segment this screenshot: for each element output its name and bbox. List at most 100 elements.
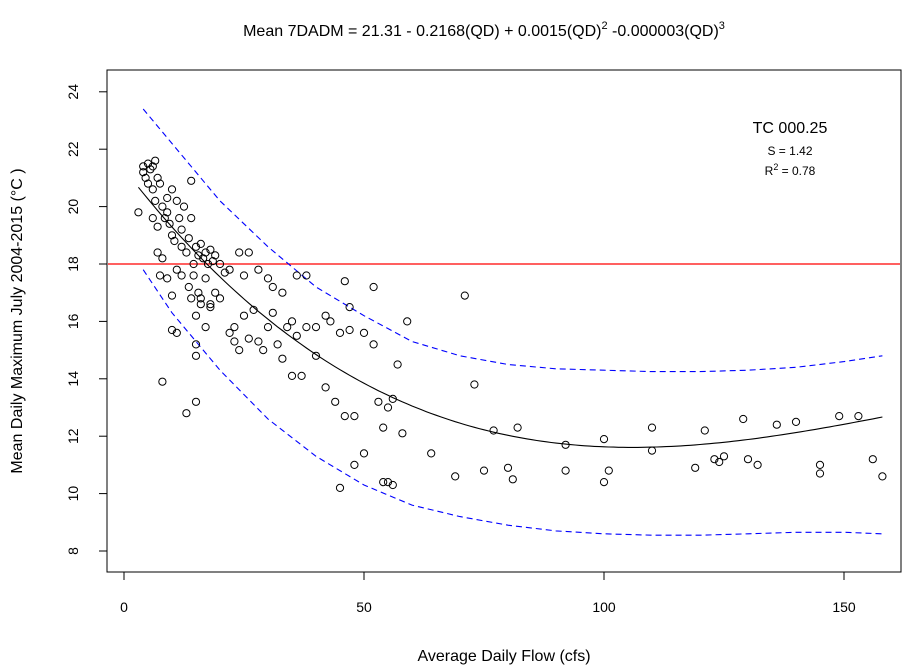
data-point (196, 239, 205, 248)
title-exponent-3: 3 (719, 20, 725, 32)
data-point (359, 328, 369, 337)
data-point (278, 354, 287, 363)
y-tick-label: 10 (65, 486, 81, 502)
y-tick-label: 8 (65, 547, 81, 555)
data-point (383, 478, 393, 487)
data-point (239, 271, 249, 280)
data-point (772, 420, 781, 429)
data-point (230, 337, 239, 346)
data-point (321, 311, 330, 320)
data-point (835, 412, 844, 421)
data-point (158, 254, 167, 263)
data-point (225, 328, 234, 337)
data-point (187, 214, 196, 223)
data-point (206, 300, 215, 309)
data-point (151, 156, 160, 165)
data-point (148, 162, 157, 171)
data-point (302, 271, 311, 280)
data-point (235, 346, 244, 355)
y-tick-label: 14 (65, 371, 81, 387)
data-point (155, 271, 165, 280)
chart-title: Mean 7DADM = 21.31 - 0.2168(QD) + 0.0015… (243, 20, 725, 40)
data-point (184, 282, 193, 292)
data-point (393, 360, 402, 369)
data-point (167, 185, 177, 194)
data-point (199, 254, 208, 263)
data-point (182, 248, 191, 257)
x-tick-label: 50 (356, 599, 372, 615)
data-point (170, 236, 179, 246)
data-point (158, 202, 167, 211)
data-point (854, 412, 863, 421)
data-point (194, 288, 203, 297)
y-tick-label: 12 (65, 428, 81, 444)
upper-bound-line (142, 108, 883, 373)
data-point (239, 311, 249, 320)
data-point (139, 162, 148, 171)
data-point (191, 242, 201, 251)
data-point (815, 469, 825, 478)
data-point (225, 265, 234, 274)
data-point (167, 325, 177, 335)
data-point (311, 323, 321, 332)
data-point (175, 214, 184, 223)
data-point (148, 214, 157, 223)
data-point (206, 303, 215, 312)
data-point (139, 168, 148, 177)
annotation-r2-value: = 0.78 (778, 164, 815, 178)
data-point (191, 311, 201, 320)
annotation-site: TC 000.25 (753, 120, 828, 137)
data-point (369, 282, 378, 292)
data-point (369, 340, 378, 349)
data-point (599, 435, 609, 444)
data-point (230, 323, 239, 332)
data-point (388, 480, 397, 490)
data-point (691, 463, 700, 472)
data-point (172, 328, 181, 337)
data-point (292, 271, 301, 280)
data-point (403, 317, 412, 326)
data-point (244, 248, 253, 257)
chart-marks (108, 108, 900, 536)
data-point (208, 257, 217, 266)
data-point (184, 234, 193, 243)
data-point (167, 231, 177, 240)
data-point (715, 457, 724, 467)
lower-bound-line (142, 269, 883, 536)
data-point (278, 288, 287, 297)
data-point (292, 331, 301, 340)
data-point (287, 317, 297, 326)
data-point (350, 412, 359, 421)
data-point (141, 173, 150, 182)
data-point (215, 294, 225, 303)
data-point (155, 179, 165, 188)
x-tick-label: 100 (592, 599, 616, 615)
x-tick-label: 0 (120, 599, 128, 615)
data-point (177, 271, 186, 280)
data-point (647, 423, 657, 432)
data-point (254, 265, 263, 274)
data-point (331, 397, 340, 406)
data-point (379, 423, 388, 432)
data-point (561, 466, 570, 475)
data-point (177, 242, 186, 251)
data-point (211, 251, 220, 260)
data-point (340, 412, 349, 421)
data-point (489, 426, 498, 435)
data-point (153, 222, 162, 231)
data-point (815, 460, 825, 469)
data-point (379, 478, 388, 487)
data-point (878, 472, 887, 481)
data-point (163, 208, 172, 217)
data-point (340, 277, 349, 286)
title-part-a: Mean 7DADM = 21.31 - 0.2168(QD) + 0.0015… (243, 23, 601, 40)
data-point (753, 460, 762, 469)
title-exponent-2: 2 (601, 20, 607, 32)
data-point (479, 466, 489, 475)
y-tick-label: 20 (65, 199, 81, 215)
x-axis-label: Average Daily Flow (cfs) (417, 648, 590, 665)
data-point (182, 409, 191, 418)
data-point (345, 325, 354, 335)
